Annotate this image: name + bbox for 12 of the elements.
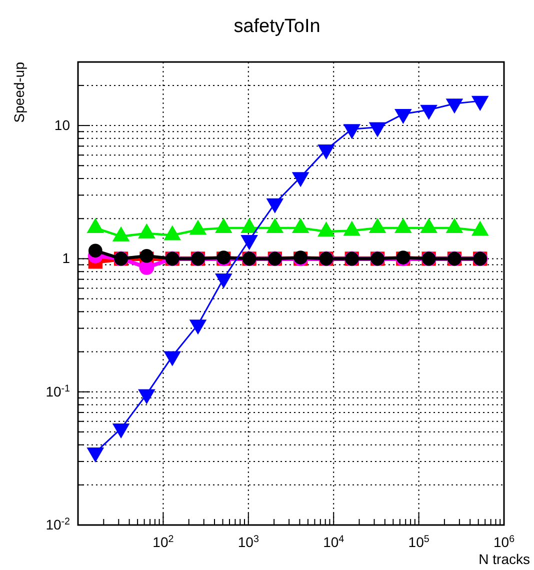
y-axis-title: Speed-up — [11, 62, 27, 123]
x-tick-label: 10$^{5}$ — [408, 533, 430, 550]
y-tick-label: 10$^{-1}$ — [46, 382, 70, 400]
x-tick-label: 10$^{3}$ — [238, 533, 260, 550]
y-tick-label: 1 — [62, 250, 70, 266]
chart-title: safetyToIn — [234, 16, 320, 37]
x-tick-label: 10$^{2}$ — [152, 533, 174, 550]
y-tick-label: 10$^{-2}$ — [46, 516, 70, 532]
x-axis-title: N tracks — [478, 551, 530, 567]
y-tick-label: 10 — [54, 117, 70, 134]
x-tick-label: 10$^{4}$ — [323, 533, 345, 550]
x-tick-label: 10$^{6}$ — [493, 533, 516, 550]
